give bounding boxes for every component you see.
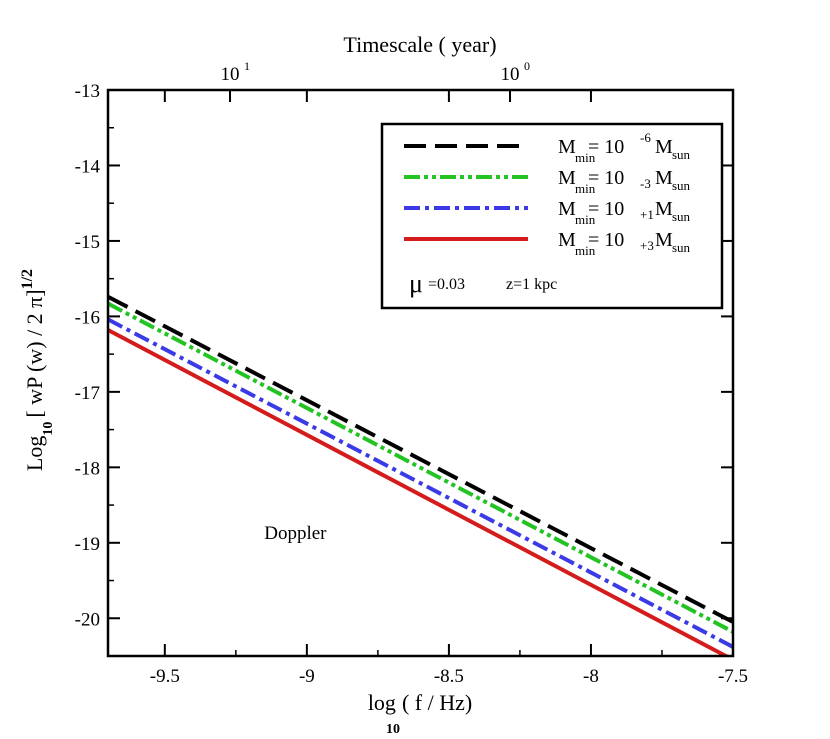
- legend-note: μ =0.03 z=1 kpc: [409, 269, 557, 298]
- top-axis-title: Timescale ( year): [343, 32, 496, 57]
- x-tick-label-3: -8.5: [434, 666, 464, 687]
- svg-text:sun: sun: [672, 147, 691, 162]
- svg-text:-3: -3: [640, 176, 651, 191]
- svg-text:sun: sun: [672, 209, 691, 224]
- y-tick-label-5: -17: [75, 383, 100, 404]
- svg-text:M: M: [655, 229, 673, 251]
- svg-text:M: M: [558, 136, 576, 158]
- y-tick-label-6: -18: [75, 458, 100, 479]
- svg-text:M: M: [558, 229, 576, 251]
- svg-text:min: min: [575, 212, 596, 227]
- svg-text:M: M: [655, 136, 673, 158]
- top-tick-label-2: 10 0: [501, 59, 531, 85]
- legend-box: [380, 122, 724, 310]
- svg-text:= 10: = 10: [588, 229, 624, 251]
- svg-text:z=1 kpc: z=1 kpc: [506, 276, 557, 293]
- svg-text:-6: -6: [640, 130, 651, 145]
- svg-text:M: M: [655, 198, 673, 220]
- svg-text:min: min: [575, 181, 596, 196]
- svg-text:= 10: = 10: [588, 198, 624, 220]
- svg-text:sun: sun: [672, 240, 691, 255]
- x-axis-title: log( f / Hz) 10: [368, 690, 472, 737]
- svg-text:+3: +3: [640, 238, 654, 253]
- series-line-2: [108, 301, 733, 634]
- y-tick-label-4: -16: [75, 307, 100, 328]
- svg-text:0: 0: [524, 59, 530, 73]
- series-line-3: [108, 317, 733, 649]
- y-tick-label-7: -19: [75, 534, 100, 555]
- svg-text:min: min: [575, 150, 596, 165]
- svg-text:1: 1: [244, 59, 250, 73]
- svg-text:+1: +1: [640, 207, 654, 222]
- annotation-doppler: Doppler: [264, 523, 327, 544]
- svg-text:log( f / Hz): log( f / Hz): [368, 690, 472, 715]
- svg-text:10: 10: [221, 64, 240, 85]
- svg-text:10: 10: [386, 722, 400, 737]
- y-tick-label-3: -15: [75, 232, 100, 253]
- plot-frame: [106, 88, 735, 658]
- y-tick-label-2: -14: [75, 156, 101, 177]
- series-line-4: [108, 328, 731, 656]
- svg-text:M: M: [558, 198, 576, 220]
- svg-text:μ: μ: [409, 269, 423, 298]
- series-line-1: [108, 295, 733, 624]
- svg-text:= 10: = 10: [588, 167, 624, 189]
- x-tick-label-5: -7.5: [718, 666, 748, 687]
- svg-text:min: min: [575, 243, 596, 258]
- y-tick-label-8: -20: [75, 609, 100, 630]
- series-group: [108, 295, 733, 656]
- svg-text:Log10[ wP (w) / 2 π]1/2: Log10[ wP (w) / 2 π]1/2: [19, 269, 56, 471]
- svg-text:M: M: [655, 167, 673, 189]
- tick-group: -9.5 -9 -8.5 -8 -7.5 -13 -14 -15 -16 -17 -18 -19 -20: [75, 81, 748, 687]
- x-tick-label-1: -9.5: [150, 666, 180, 687]
- svg-text:sun: sun: [672, 178, 691, 193]
- svg-text:=0.03: =0.03: [428, 276, 465, 293]
- top-tick-label-1: 10 1: [221, 59, 251, 85]
- svg-text:M: M: [558, 167, 576, 189]
- svg-text:= 10: = 10: [588, 136, 624, 158]
- y-axis-title: Log10[ wP (w) / 2 π]1/2: [19, 269, 56, 471]
- x-tick-label-4: -8: [583, 666, 599, 687]
- svg-text:10: 10: [501, 64, 520, 85]
- x-tick-label-2: -9: [299, 666, 315, 687]
- y-tick-label-1: -13: [75, 81, 100, 102]
